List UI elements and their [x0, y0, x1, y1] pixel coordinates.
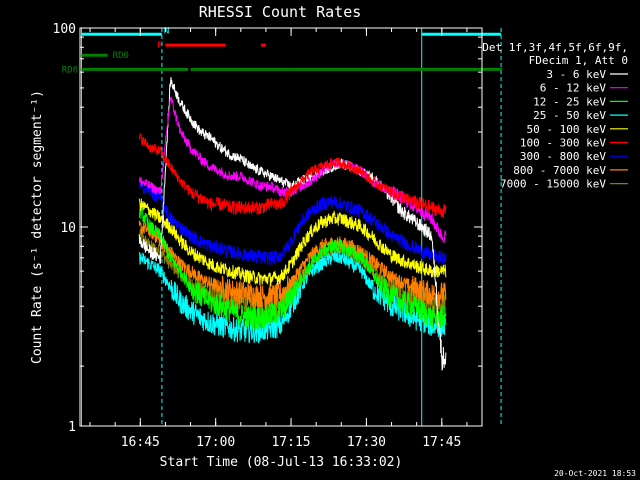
x-tick-label-5: 17:45: [422, 435, 461, 450]
series-line-800-7000-kevkev: [138, 220, 447, 308]
legend: Det 1f,3f,4f,5f,6f,9f, FDecim 1, Att 0 3…: [482, 41, 628, 191]
legend-label-5: 50 - 100 keV: [527, 123, 607, 136]
y-tick-label-3: 100: [53, 22, 76, 37]
legend-label-3: 12 - 25 keV: [533, 95, 606, 108]
legend-label-8: 800 - 7000 keV: [513, 164, 606, 177]
axes: 16:45 17:00 17:15 17:30 17:45 1 10 100: [53, 22, 482, 450]
flag-bars: NF RD0 RD6: [62, 27, 503, 75]
flag-label-rd6: RD6: [62, 65, 78, 75]
legend-header-decimation: FDecim 1, Att 0: [529, 54, 628, 67]
x-tick-label-2: 17:00: [196, 435, 235, 450]
legend-label-7: 300 - 800 keV: [520, 150, 606, 163]
legend-label-2: 6 - 12 keV: [540, 82, 607, 95]
y-axis-label: Count Rate (s⁻¹ detector segment⁻¹): [30, 90, 45, 364]
chart-title: RHESSI Count Rates: [199, 3, 362, 21]
flag-label-f: F: [157, 41, 162, 51]
x-axis-label: Start Time (08-Jul-13 16:33:02): [160, 455, 403, 470]
legend-label-1: 3 - 6 keV: [546, 68, 606, 81]
x-tick-label-1: 16:45: [121, 435, 160, 450]
x-tick-label-3: 17:15: [271, 435, 310, 450]
series-line-50-100-kevkev: [138, 198, 447, 288]
series-line-12-25-kevkev: [138, 206, 447, 330]
series-line-6-12-kevkev: [138, 96, 447, 244]
y-tick-label-1: 1: [68, 420, 76, 435]
legend-label-4: 25 - 50 keV: [533, 109, 606, 122]
series-line-3-6-kevkev: [138, 77, 447, 371]
flag-label-n: N: [164, 27, 169, 37]
legend-label-9: 7000 - 15000 keV: [500, 178, 606, 191]
series-lines: [138, 77, 447, 371]
flag-label-rd0: RD0: [113, 51, 129, 61]
series-line-300-800-kevkev: [139, 181, 447, 266]
legend-label-6: 100 - 300 keV: [520, 137, 606, 150]
legend-header-detectors: Det 1f,3f,4f,5f,6f,9f,: [482, 41, 628, 54]
y-tick-label-2: 10: [60, 221, 76, 236]
series-line-100-300-kevkev: [138, 133, 447, 219]
generation-timestamp: 20-Oct-2021 18:53: [554, 469, 636, 478]
x-tick-label-4: 17:30: [347, 435, 386, 450]
